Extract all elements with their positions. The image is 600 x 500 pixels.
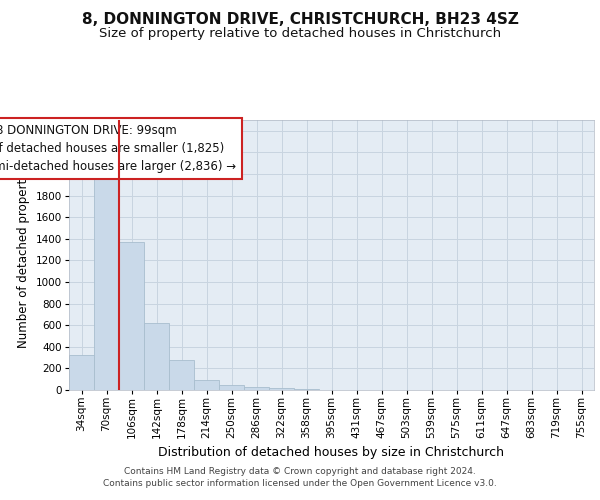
Bar	[119, 242, 144, 390]
Text: 8 DONNINGTON DRIVE: 99sqm
← 39% of detached houses are smaller (1,825)
60% of se: 8 DONNINGTON DRIVE: 99sqm ← 39% of detac…	[0, 124, 236, 174]
Bar	[94, 180, 119, 390]
Text: 8, DONNINGTON DRIVE, CHRISTCHURCH, BH23 4SZ: 8, DONNINGTON DRIVE, CHRISTCHURCH, BH23 …	[82, 12, 518, 28]
Bar	[269, 388, 294, 390]
Bar	[69, 356, 94, 390]
Bar	[244, 387, 269, 390]
Bar	[144, 322, 169, 390]
Bar	[219, 385, 244, 390]
Bar	[194, 380, 219, 390]
Y-axis label: Number of detached properties: Number of detached properties	[17, 162, 30, 348]
Text: Size of property relative to detached houses in Christchurch: Size of property relative to detached ho…	[99, 28, 501, 40]
Text: Contains HM Land Registry data © Crown copyright and database right 2024.
Contai: Contains HM Land Registry data © Crown c…	[103, 466, 497, 487]
X-axis label: Distribution of detached houses by size in Christchurch: Distribution of detached houses by size …	[158, 446, 505, 459]
Bar	[169, 360, 194, 390]
